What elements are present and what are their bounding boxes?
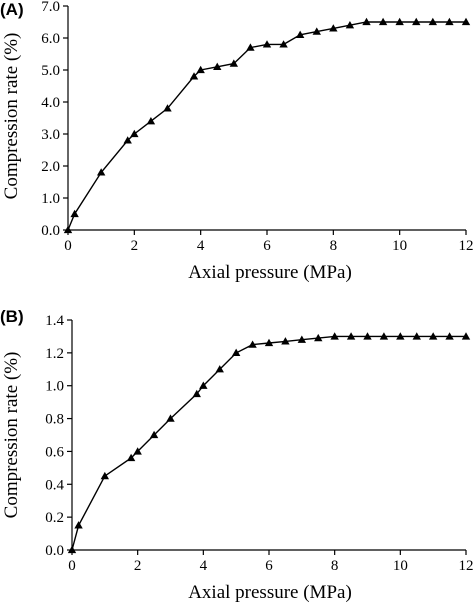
data-point-a	[246, 43, 255, 51]
data-point-b	[149, 430, 159, 439]
data-point-a	[130, 129, 139, 138]
data-point-a	[412, 17, 421, 26]
data-point-a	[163, 104, 172, 112]
x-tick-label-b: 2	[134, 558, 142, 574]
data-point-a	[295, 30, 305, 38]
data-point-a	[63, 225, 73, 234]
data-point-a	[445, 17, 454, 26]
data-point-a	[329, 24, 338, 32]
panel-label-b: (B)	[0, 307, 24, 326]
x-tick-label-a: 2	[131, 238, 139, 254]
x-tick-label-a: 8	[330, 238, 338, 254]
data-point-a	[229, 59, 239, 67]
x-tick-label-b: 10	[393, 558, 408, 574]
y-tick-label-b: 0.4	[45, 477, 64, 493]
y-tick-label-b: 0.8	[45, 412, 64, 428]
data-point-a	[196, 65, 205, 74]
data-point-a	[146, 117, 156, 125]
data-point-b	[231, 348, 241, 357]
data-point-b	[192, 389, 201, 398]
data-point-a	[428, 17, 438, 26]
y-tick-label-a: 2.0	[41, 159, 60, 175]
data-point-b	[199, 381, 208, 389]
data-point-a	[461, 17, 471, 26]
y-tick-label-a: 5.0	[41, 63, 60, 79]
data-point-b	[428, 332, 438, 340]
y-axis-title-a: Compression rate (%)	[1, 33, 22, 200]
data-point-a	[123, 136, 132, 144]
y-tick-label-a: 4.0	[41, 95, 60, 111]
data-point-a	[345, 21, 355, 29]
series-line-b	[71, 335, 466, 551]
data-point-b	[166, 414, 175, 422]
data-point-a	[378, 17, 388, 26]
data-point-b	[248, 340, 257, 348]
data-point-b	[445, 332, 454, 340]
data-point-b	[412, 332, 421, 340]
data-point-b	[363, 332, 372, 340]
y-tick-label-b: 0.6	[45, 444, 64, 460]
data-point-b	[379, 332, 389, 340]
data-point-a	[213, 62, 222, 70]
data-point-b	[215, 365, 224, 373]
data-point-b	[264, 338, 274, 347]
data-point-b	[74, 521, 83, 529]
y-tick-label-b: 1.4	[45, 313, 64, 329]
data-point-a	[96, 168, 106, 176]
y-tick-label-b: 1.2	[45, 346, 64, 362]
data-point-a	[362, 17, 371, 26]
chart-panel-b: (B) Compression rate (%) Axial pressure …	[0, 307, 474, 603]
data-point-b	[461, 332, 471, 340]
y-tick-label-b: 0.2	[45, 510, 64, 526]
data-point-a	[395, 17, 404, 26]
series-line-a	[67, 21, 466, 231]
x-tick-label-b: 12	[459, 558, 474, 574]
data-point-b	[281, 337, 290, 345]
x-tick-label-a: 4	[197, 238, 205, 254]
y-tick-label-a: 0.0	[41, 223, 60, 239]
data-point-a	[262, 40, 272, 48]
x-axis-title-a: Axial pressure (MPa)	[188, 262, 352, 283]
x-tick-label-a: 12	[459, 238, 474, 254]
data-point-b	[100, 471, 110, 480]
y-tick-label-a: 3.0	[41, 127, 60, 143]
x-tick-label-a: 10	[392, 238, 407, 254]
x-tick-label-a: 6	[263, 238, 271, 254]
y-tick-label-b: 1.0	[45, 379, 64, 395]
data-point-a	[312, 27, 321, 35]
x-tick-label-a: 0	[64, 238, 72, 254]
x-tick-label-b: 4	[200, 558, 208, 574]
data-point-b	[67, 545, 77, 554]
data-point-a	[279, 40, 288, 48]
x-tick-label-b: 8	[331, 558, 339, 574]
data-point-a	[70, 209, 79, 218]
y-tick-label-a: 1.0	[41, 191, 60, 207]
data-point-b	[346, 332, 356, 340]
data-point-b	[396, 332, 405, 340]
data-point-b	[133, 447, 142, 455]
chart-panel-a: (A) Compression rate (%) Axial pressure …	[0, 0, 474, 283]
y-tick-label-b: 0.0	[45, 543, 64, 559]
y-axis-title-b: Compression rate (%)	[1, 352, 22, 519]
data-point-b	[314, 333, 323, 342]
data-point-a	[189, 72, 199, 80]
x-tick-label-b: 6	[265, 558, 273, 574]
x-tick-label-b: 0	[68, 558, 76, 574]
y-tick-label-a: 7.0	[41, 0, 60, 15]
panel-label-a: (A)	[0, 0, 24, 19]
y-tick-label-a: 6.0	[41, 31, 60, 47]
x-axis-title-b: Axial pressure (MPa)	[188, 582, 352, 603]
data-point-b	[126, 453, 136, 462]
data-point-b	[330, 332, 339, 340]
data-point-b	[297, 335, 307, 343]
